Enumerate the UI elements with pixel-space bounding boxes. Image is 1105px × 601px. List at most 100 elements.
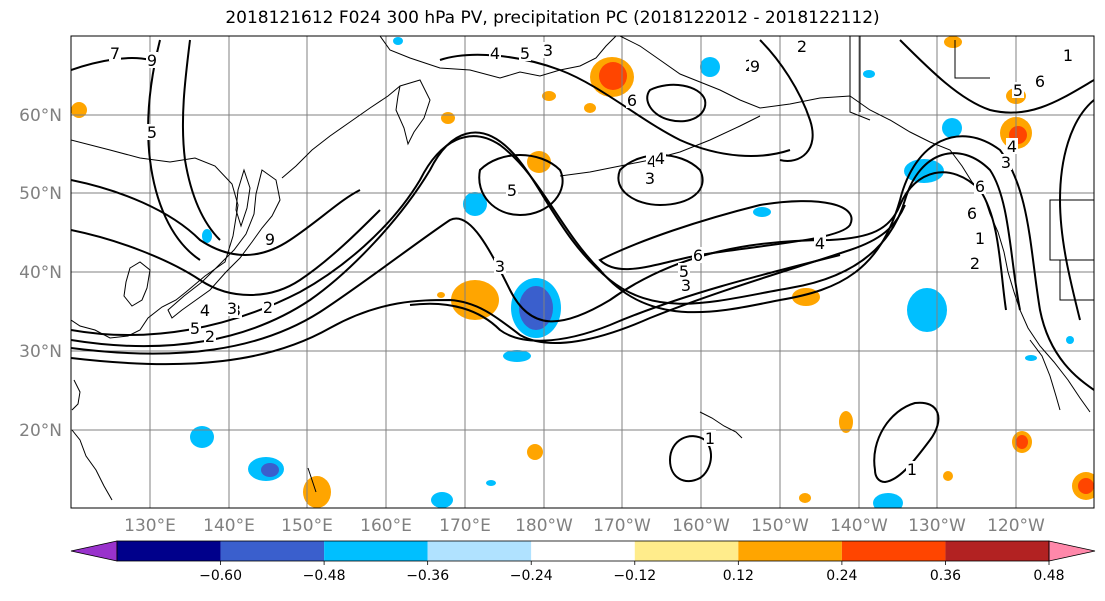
contour-16 (759, 39, 814, 162)
colorbar-tick-label: 0.24 (826, 568, 857, 584)
colorbar-extend-max (1048, 540, 1096, 562)
lat-label: 50°N (19, 184, 62, 204)
contour-label: 2 (797, 37, 807, 56)
contour-label: 6 (627, 91, 637, 110)
contour-20 (873, 401, 940, 484)
precip-blob (1066, 336, 1074, 344)
lat-label: 30°N (19, 342, 62, 362)
precip-blob (519, 286, 553, 330)
lon-label: 180°W (515, 516, 573, 536)
lon-label: 130°W (908, 516, 966, 536)
precip-blob (527, 444, 543, 460)
contour-label-bg (678, 263, 690, 279)
colorbar-tick-label: −0.60 (199, 568, 242, 584)
contour-label-bg (796, 38, 808, 54)
contour-11 (71, 209, 381, 296)
contour-label-bg (199, 302, 211, 318)
contour-label-bg (506, 182, 518, 198)
precip-blob (431, 492, 453, 508)
contour-18 (1058, 99, 1094, 321)
contour-8 (181, 39, 221, 241)
precip-blob (542, 91, 556, 101)
contour-2 (71, 131, 1021, 348)
precip-blob (463, 192, 487, 216)
contour-label: 3 (645, 169, 655, 188)
contour-1 (71, 135, 1094, 391)
contour-label: 2 (970, 254, 980, 273)
precip-blob (942, 118, 962, 138)
contour-label: 5 (520, 44, 530, 63)
latitude-labels: 60°N 50°N 40°N 30°N 20°N (19, 106, 62, 441)
precip-blob (584, 103, 596, 113)
contour-label-bg (489, 45, 501, 61)
contour-label-bg (109, 45, 121, 61)
contour-label: 5 (679, 262, 689, 281)
graticule (71, 36, 1094, 508)
precip-blob (599, 62, 627, 90)
coast-kamchatka (395, 79, 431, 146)
lon-label: 170°W (593, 516, 651, 536)
precip-blob (1016, 435, 1028, 449)
coast-asia (71, 139, 239, 339)
contour-3 (71, 171, 1007, 355)
contour-label: 3 (543, 41, 553, 60)
colorbar-ticks: −0.60 −0.48 −0.36 −0.24 −0.12 0.12 0.24 0.36 0.4… (199, 561, 1065, 584)
precip-blob (393, 37, 403, 45)
coast-namerica (989, 213, 1091, 413)
political-border-canada (849, 36, 1094, 301)
contour-label: 3 (495, 257, 505, 276)
contour-label: 2 (263, 298, 273, 317)
contour-label: 1 (1063, 46, 1073, 65)
contour-label: 6 (693, 246, 703, 265)
lon-label: 130°E (124, 516, 176, 536)
contour-12 (478, 154, 564, 217)
precip-blob (944, 36, 962, 48)
contour-label-bg (906, 461, 918, 477)
precip-blob (71, 102, 87, 118)
contour-label: 1 (907, 460, 917, 479)
precip-shading (71, 36, 1094, 508)
plot-frame (70, 35, 1095, 509)
contour-label: 5 (507, 181, 517, 200)
map-title: 2018121612 F024 300 hPa PV, precipitatio… (225, 8, 880, 28)
contour-14 (646, 83, 707, 123)
contour-label-bg (704, 430, 716, 446)
contour-7 (147, 39, 201, 261)
colorbar-swatch (841, 541, 946, 561)
contour-label-bg (542, 42, 554, 58)
contour-label: 4 (490, 44, 500, 63)
lon-label: 160°W (672, 516, 730, 536)
colorbar-tick-label: 0.36 (930, 568, 961, 584)
coast-taiwan (71, 379, 81, 411)
contour-label-bg (1034, 73, 1046, 89)
contour-label: 5 (147, 123, 157, 142)
coast-baja (1029, 339, 1061, 411)
contour-label: 4 (1007, 137, 1017, 156)
contour-label-bg (146, 124, 158, 140)
contour-label-bg (1000, 154, 1012, 170)
contour-label: 6 (967, 204, 977, 223)
contour-label: 7 (110, 44, 120, 63)
contour-label-bg (692, 247, 704, 263)
contour-label-bg (974, 230, 986, 246)
precip-blob (451, 280, 499, 320)
precip-blob (303, 476, 331, 508)
colorbar-tick-label: −0.48 (303, 568, 346, 584)
precip-blob (1025, 355, 1037, 361)
contour-label: 9 (265, 230, 275, 249)
contour-label-bg (626, 92, 638, 108)
precip-blob (863, 70, 875, 78)
colorbar-tick-label: 0.48 (1033, 568, 1064, 584)
contour-label-bg (1062, 47, 1074, 63)
colorbar-swatch (117, 541, 221, 561)
contour-label-bg (146, 52, 158, 68)
colorbar-frame (116, 540, 1050, 562)
contour-label-bg (969, 255, 981, 271)
precip-blob (753, 207, 771, 217)
contour-19 (668, 435, 712, 483)
contour-label-bg (749, 58, 761, 74)
lat-label: 60°N (19, 106, 62, 126)
precip-blob (700, 57, 720, 77)
precip-blob (503, 350, 531, 362)
